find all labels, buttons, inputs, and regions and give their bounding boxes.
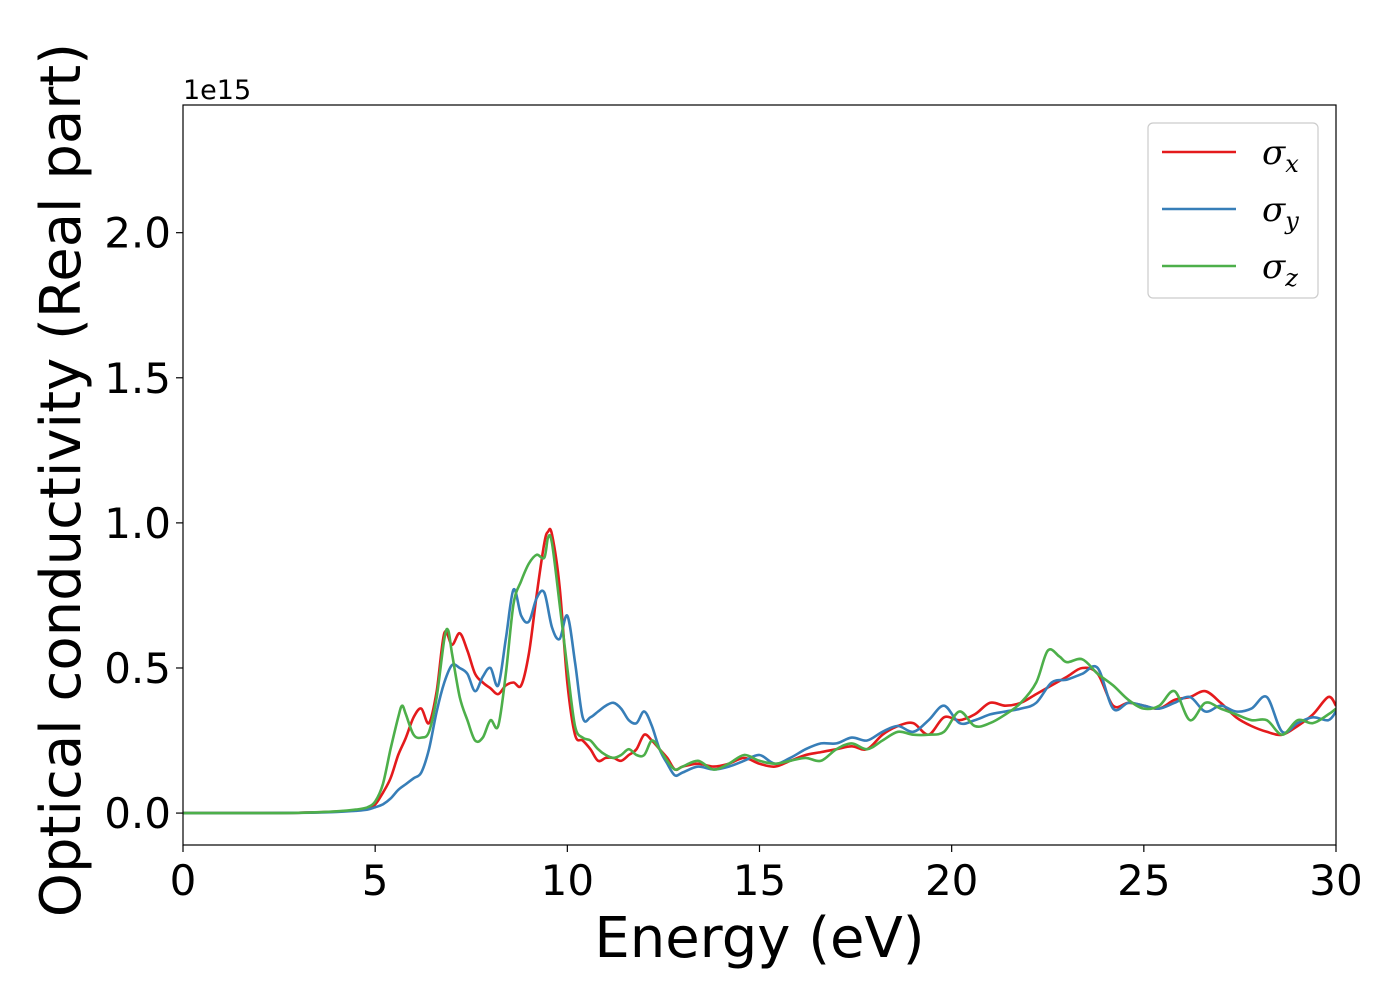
x-tick-label: 15 (733, 856, 786, 905)
x-tick-label: 0 (170, 856, 197, 905)
series-line-sigma-y (183, 588, 1336, 815)
y-tick-label: 0.5 (104, 644, 171, 693)
x-tick-label: 5 (362, 856, 389, 905)
legend-label-sigma-x: σx (1262, 133, 1299, 178)
y-tick-label: 1.5 (104, 354, 171, 403)
series-line-sigma-z (183, 533, 1336, 815)
x-tick-label: 30 (1309, 856, 1362, 905)
y-tick-label: 2.0 (104, 209, 171, 258)
y-axis: 0.0 0.5 1.0 1.5 2.0 (104, 209, 183, 838)
y-axis-offset-text: 1e15 (183, 75, 251, 106)
legend-box (1147, 122, 1319, 299)
legend: σx σy σz (1147, 122, 1319, 299)
x-tick-label: 20 (925, 856, 978, 905)
x-tick-label: 10 (541, 856, 594, 905)
legend-label-sigma-z: σz (1262, 247, 1298, 292)
y-tick-label: 0.0 (104, 789, 171, 838)
y-tick-label: 1.0 (104, 499, 171, 548)
x-axis-label: Energy (eV) (594, 906, 924, 971)
x-axis: 0 5 10 15 20 25 30 (170, 845, 1363, 905)
legend-label-sigma-y: σy (1262, 190, 1299, 235)
y-axis-label: Optical conductivity (Real part) (29, 43, 94, 917)
x-tick-label: 25 (1117, 856, 1170, 905)
